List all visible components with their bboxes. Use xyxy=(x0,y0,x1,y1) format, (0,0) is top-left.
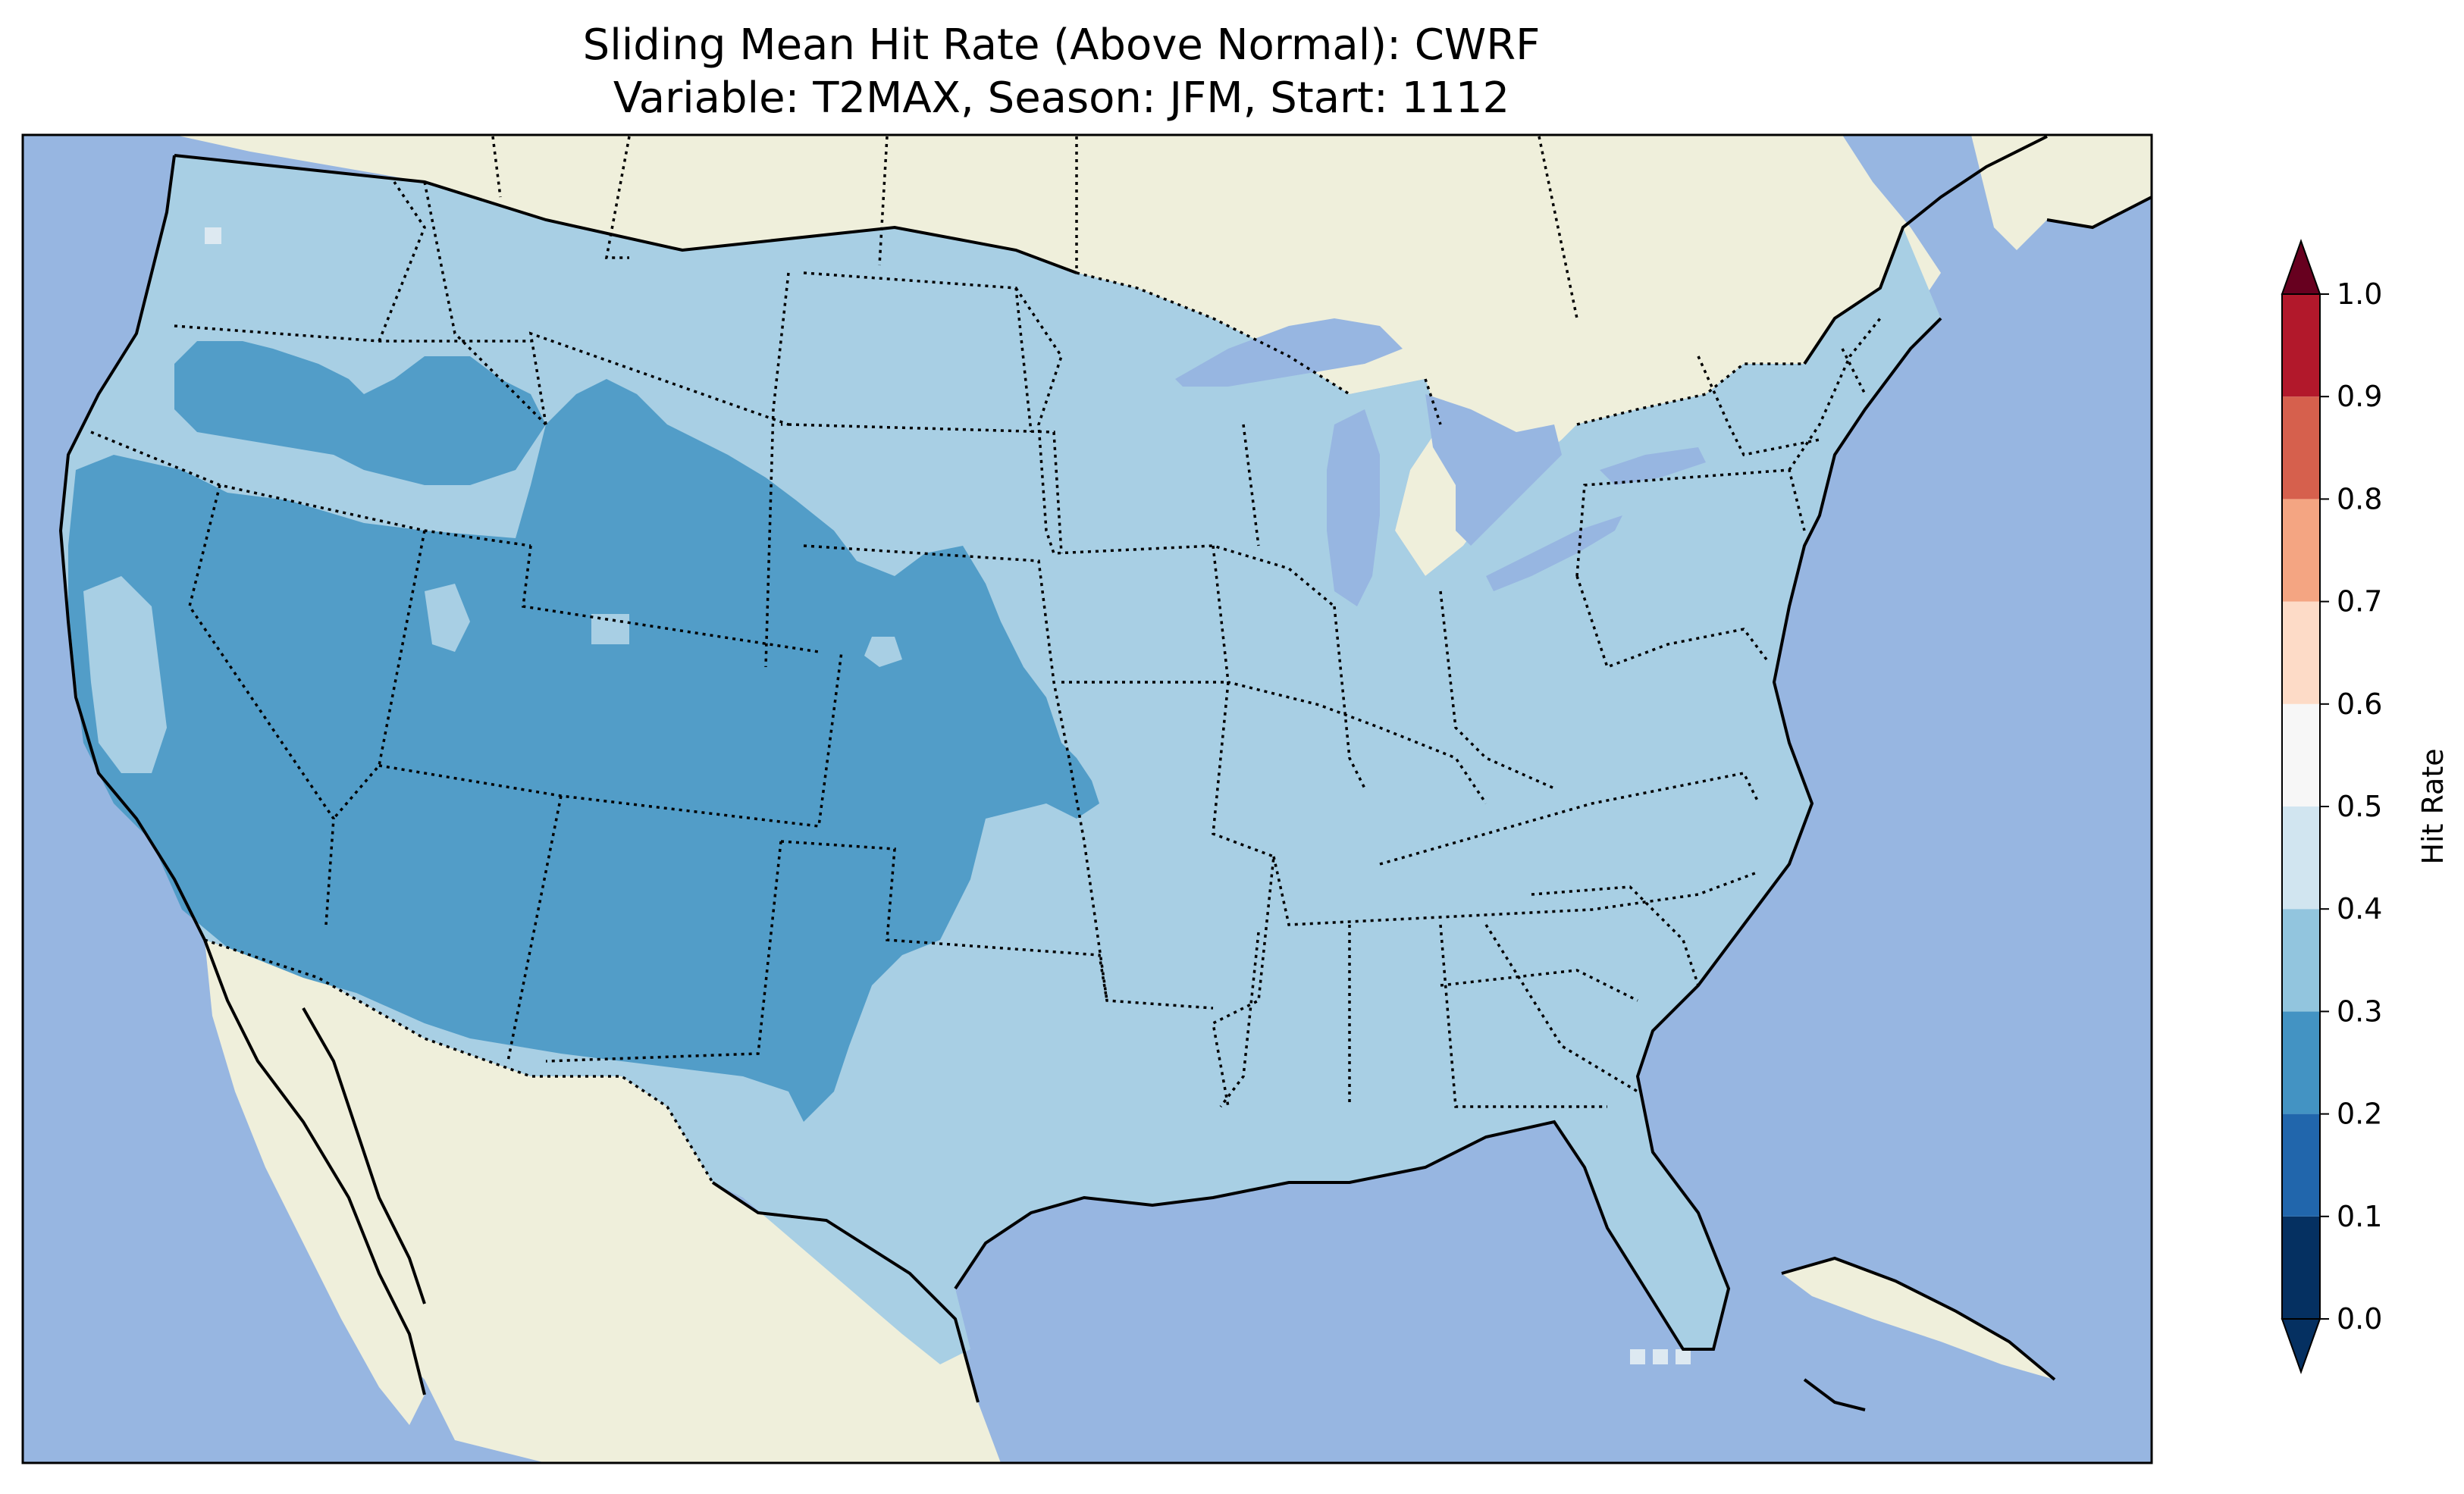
us-canada-border xyxy=(174,154,1077,274)
colorbar-tick-label: 0.0 xyxy=(2337,1302,2382,1336)
state-borders xyxy=(90,136,1882,1108)
colorado-mid-hit-patch xyxy=(864,637,902,667)
light-hit-cell xyxy=(205,227,221,244)
wyoming-mid-hit-patch xyxy=(591,614,629,644)
colorbar-bin xyxy=(2282,703,2320,807)
colorbar-bins xyxy=(2282,294,2320,1319)
baja-land xyxy=(205,940,425,1425)
map-panel xyxy=(21,133,2153,1464)
colorbar-tick-label: 1.0 xyxy=(2337,277,2382,311)
lake-huron xyxy=(1425,394,1562,546)
coastlines xyxy=(58,135,2152,1411)
colorbar-label: Hit Rate xyxy=(2416,748,2450,864)
cuba-land xyxy=(1782,1258,2055,1380)
west-low-hit xyxy=(68,379,1099,1122)
colorbar-ticks: 0.0 0.1 0.2 0.3 0.4 0.5 0.6 0.7 0.8 0.9 1.0 xyxy=(2320,277,2382,1336)
light-hit-cell xyxy=(1630,1349,1645,1364)
colorbar-extend-high xyxy=(2281,239,2321,295)
colorbar-tick-label: 0.1 xyxy=(2337,1200,2382,1233)
colorbar-bin xyxy=(2282,807,2320,910)
title-line1: Sliding Mean Hit Rate (Above Normal): CW… xyxy=(583,20,1541,70)
map-frame xyxy=(21,133,2153,1464)
colorbar-tick-label: 0.5 xyxy=(2337,790,2382,823)
light-hit-cell xyxy=(1653,1349,1668,1364)
colorbar-extend-low xyxy=(2281,1318,2321,1374)
lake-ontario xyxy=(1600,447,1706,485)
colorbar-tick-label: 0.4 xyxy=(2337,892,2382,926)
colorbar-tick-label: 0.7 xyxy=(2337,585,2382,619)
us-canada-border-east xyxy=(1076,271,1804,426)
colorbar-bin xyxy=(2282,1216,2320,1319)
title-line2: Variable: T2MAX, Season: JFM, Start: 111… xyxy=(613,74,1509,123)
colorbar-bin xyxy=(2282,294,2320,397)
colorbar-tick-label: 0.8 xyxy=(2337,482,2382,515)
light-hit-cell xyxy=(1676,1349,1691,1364)
lake-michigan xyxy=(1327,409,1380,606)
us-mexico-border xyxy=(204,938,957,1320)
lake-superior xyxy=(1175,318,1403,387)
colorbar-tick-label: 0.6 xyxy=(2337,687,2382,721)
colorbar-bin xyxy=(2282,909,2320,1012)
lake-erie xyxy=(1486,515,1622,591)
colorbar-bin xyxy=(2282,601,2320,704)
northwest-low-hit xyxy=(174,341,546,485)
colorbar-bin xyxy=(2282,1113,2320,1217)
colorbar-bin xyxy=(2282,1011,2320,1114)
colorbar-tick-label: 0.3 xyxy=(2337,994,2382,1028)
colorbar-tick-label: 0.2 xyxy=(2337,1098,2382,1131)
colorbar-tick-label: 0.9 xyxy=(2337,380,2382,413)
nevada-mid-hit-patch xyxy=(83,576,167,773)
colorbar-bin xyxy=(2282,396,2320,500)
utah-mid-hit-patch xyxy=(425,584,470,652)
colorbar: 0.0 0.1 0.2 0.3 0.4 0.5 0.6 0.7 0.8 0.9 1.0 Hit Ra… xyxy=(2281,239,2450,1374)
maritime-land xyxy=(1971,135,2152,250)
colorbar-bin xyxy=(2282,499,2320,602)
